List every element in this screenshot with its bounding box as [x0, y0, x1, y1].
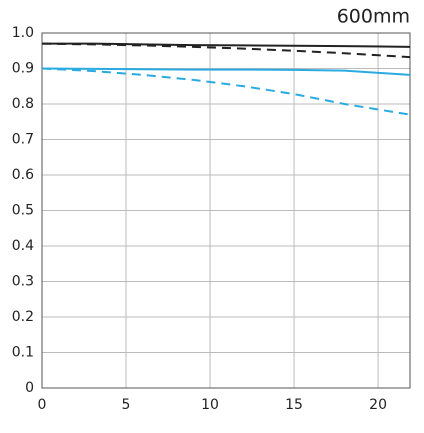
y-tick-label: 0.1	[12, 345, 34, 361]
y-tick-label: 0.4	[12, 238, 34, 254]
line-series	[41, 67, 411, 76]
y-tick-label: 0.5	[12, 203, 34, 219]
y-tick-label: 0.3	[12, 274, 34, 290]
y-tick-label: 0.6	[12, 167, 34, 183]
x-tick-label: 0	[38, 397, 47, 413]
y-tick-label: 0.7	[12, 132, 34, 148]
line-series	[42, 42, 411, 48]
x-tick-label: 15	[285, 397, 303, 413]
y-tick-label: 0.2	[12, 309, 34, 325]
x-tick-label: 10	[201, 397, 219, 413]
y-tick-label: 0.9	[12, 61, 34, 77]
y-tick-label: 1.0	[12, 25, 34, 41]
line-series	[41, 67, 411, 116]
y-tick-label: 0	[25, 380, 34, 396]
x-tick-label: 5	[122, 397, 131, 413]
plot-frame	[41, 32, 411, 389]
y-tick-label: 0.8	[12, 96, 34, 112]
x-tick-label: 20	[369, 397, 387, 413]
chart-title: 600mm	[337, 6, 410, 28]
